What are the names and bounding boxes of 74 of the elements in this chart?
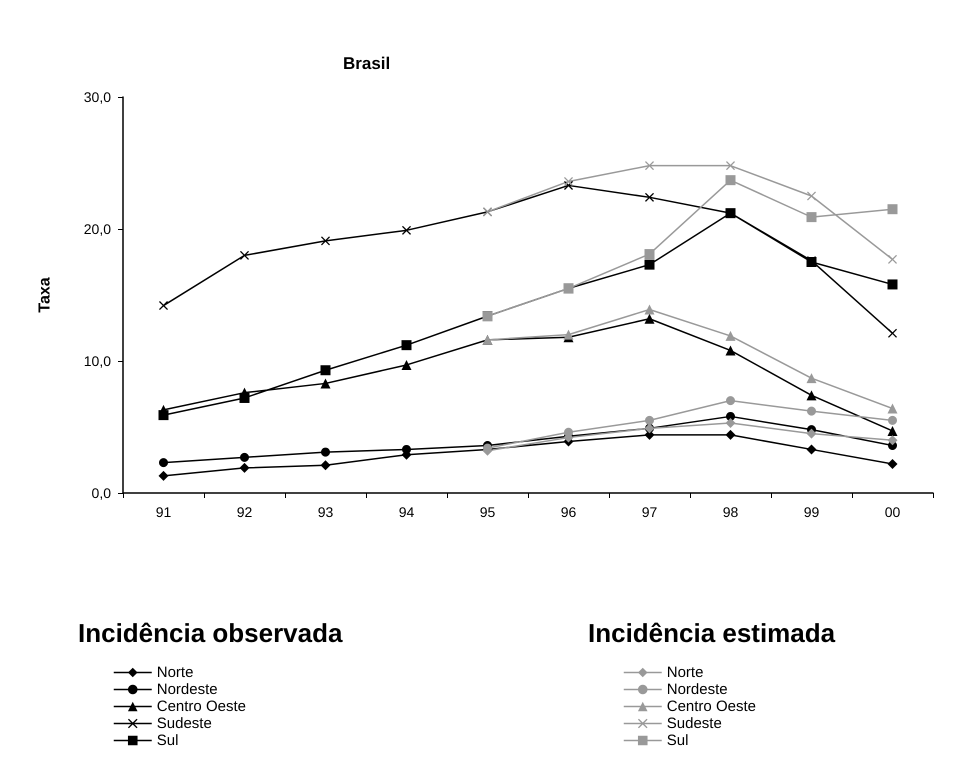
text: Incidência observada <box>78 618 342 648</box>
legend-label: Sul <box>666 732 688 749</box>
chart-title: Brasil <box>343 54 390 73</box>
point <box>644 260 654 270</box>
point <box>888 254 897 264</box>
point <box>888 404 898 414</box>
point <box>320 365 330 376</box>
point <box>888 328 897 338</box>
point <box>726 330 736 341</box>
point <box>240 392 250 403</box>
legend-label: Norte <box>666 664 704 681</box>
point <box>240 462 250 473</box>
point <box>240 250 249 260</box>
y-tick-label: 20,0 <box>84 221 112 237</box>
point <box>726 345 736 356</box>
point <box>806 212 816 222</box>
point <box>806 444 816 454</box>
x-tick-label: 95 <box>480 504 496 520</box>
point <box>807 406 816 416</box>
x-tick-label: 00 <box>884 504 900 520</box>
point <box>158 470 168 481</box>
point <box>644 314 654 324</box>
point <box>644 304 654 315</box>
point <box>645 192 654 202</box>
point <box>564 330 574 340</box>
x-tick-label: 91 <box>156 504 172 520</box>
x-tick-label: 93 <box>318 504 334 520</box>
point <box>645 416 654 425</box>
point <box>402 444 411 454</box>
point <box>321 236 330 246</box>
legend-label: Centro Oeste <box>156 698 246 715</box>
y-tick-label: 30,0 <box>84 89 112 105</box>
point <box>320 378 330 388</box>
legend-label: Sudeste <box>666 715 722 732</box>
y-axis-title: Taxa <box>36 277 54 313</box>
point <box>806 373 816 384</box>
point <box>726 430 736 440</box>
point <box>806 428 816 439</box>
point <box>888 426 898 436</box>
point <box>240 452 249 462</box>
x-tick-label: 92 <box>236 504 252 520</box>
legend-label: Sudeste <box>156 715 212 732</box>
point <box>726 161 735 170</box>
point <box>159 458 168 468</box>
point <box>888 416 897 425</box>
point <box>320 460 330 470</box>
legend-label: Sul <box>156 732 178 749</box>
point <box>645 161 654 170</box>
point <box>726 396 735 406</box>
point <box>402 360 412 370</box>
point <box>806 390 816 400</box>
y-tick-label: 0,0 <box>92 485 112 501</box>
legend-label: Centro Oeste <box>666 698 756 715</box>
point <box>158 410 168 420</box>
legend-label: Norte <box>156 664 194 681</box>
point <box>888 279 898 290</box>
point <box>726 418 736 428</box>
x-tick-label: 98 <box>722 504 738 520</box>
x-tick-label: 99 <box>804 504 820 520</box>
legend-label: Nordeste <box>156 681 218 698</box>
point <box>888 435 898 446</box>
y-tick-label: 10,0 <box>84 353 112 369</box>
point <box>321 448 330 457</box>
point <box>888 458 898 469</box>
point <box>402 226 411 235</box>
legend-label: Nordeste <box>666 681 728 698</box>
point <box>644 249 654 260</box>
x-tick-label: 97 <box>642 504 658 520</box>
x-tick-label: 96 <box>560 504 576 520</box>
text: Incidência estimada <box>588 618 836 648</box>
x-tick-label: 94 <box>398 504 414 520</box>
point <box>726 175 736 186</box>
point <box>888 204 898 214</box>
point <box>402 340 412 350</box>
